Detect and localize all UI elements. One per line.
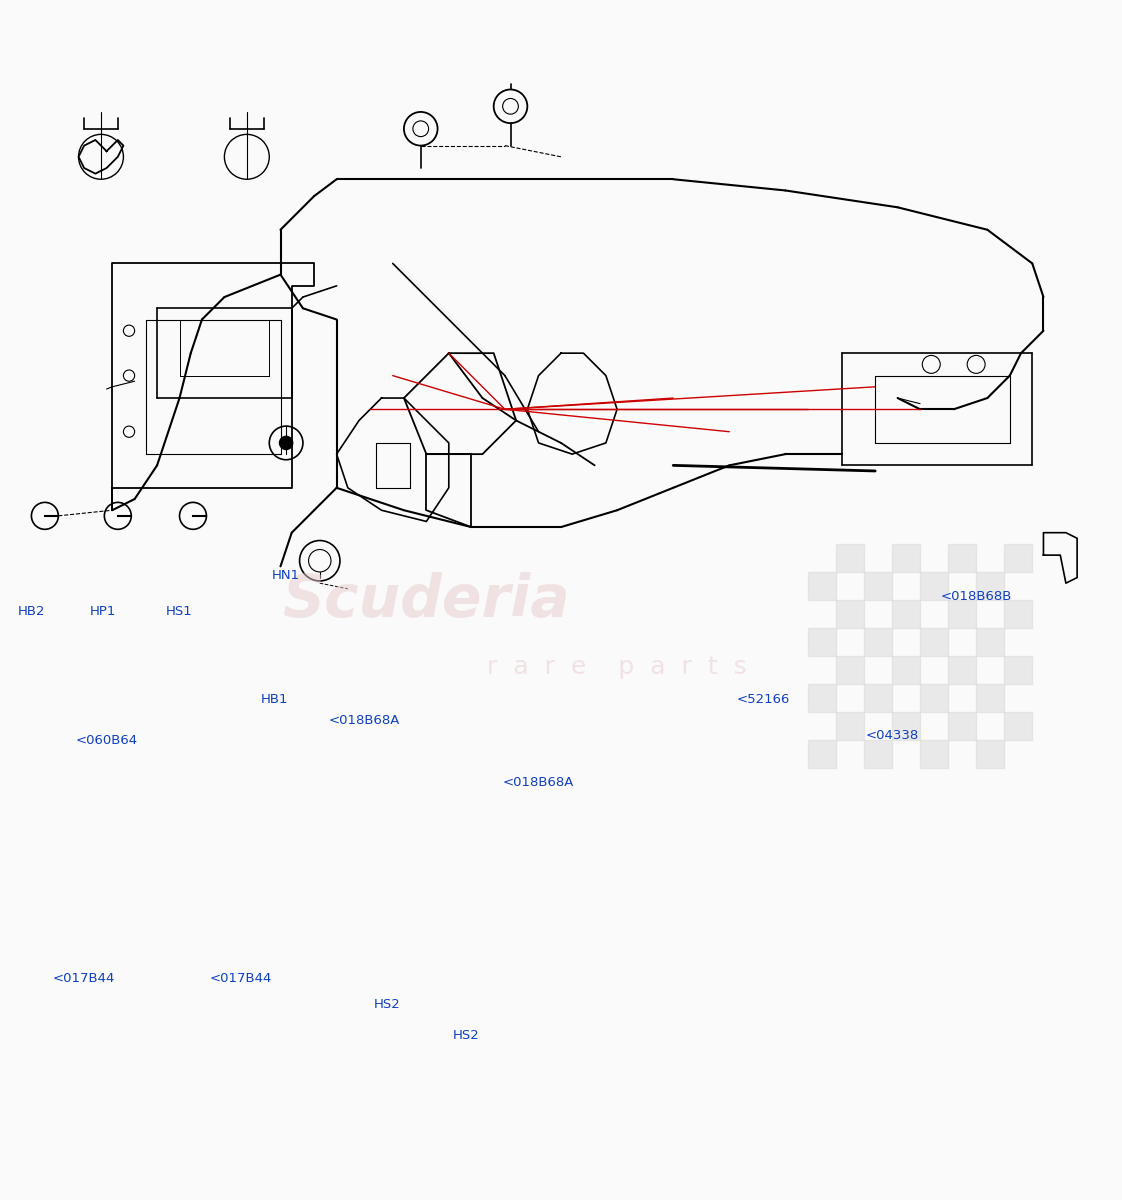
Text: r  a  r  e    p  a  r  t  s: r a r e p a r t s [487,655,747,679]
Bar [864,740,892,768]
Bar [976,628,1004,656]
Bar [892,656,920,684]
Bar [864,628,892,656]
Bar [836,544,864,572]
Bar [976,684,1004,712]
Bar [920,572,948,600]
Text: <52166: <52166 [736,694,790,706]
Bar [976,572,1004,600]
Bar [948,712,976,740]
Bar [808,740,836,768]
Text: <04338: <04338 [865,730,919,743]
Text: HS2: HS2 [452,1028,479,1042]
Circle shape [279,436,293,450]
Bar [836,712,864,740]
Bar [948,544,976,572]
Text: <060B64: <060B64 [75,734,138,748]
Text: <018B68A: <018B68A [329,714,401,727]
Bar [892,544,920,572]
Bar [1004,544,1032,572]
Bar [808,572,836,600]
Text: <017B44: <017B44 [210,972,273,985]
Bar [920,628,948,656]
Text: HN1: HN1 [272,569,301,582]
Bar [864,572,892,600]
Bar [808,628,836,656]
Text: HP1: HP1 [90,605,117,618]
Bar [920,684,948,712]
Bar [1004,600,1032,628]
Bar [920,740,948,768]
Bar [948,656,976,684]
Text: HB1: HB1 [261,694,288,706]
Bar [948,600,976,628]
Text: <018B68B: <018B68B [940,590,1012,602]
Bar [892,712,920,740]
Bar [836,600,864,628]
Bar [1004,712,1032,740]
Text: HS1: HS1 [166,605,193,618]
Bar [836,656,864,684]
Text: <018B68A: <018B68A [503,775,574,788]
Text: HB2: HB2 [18,605,45,618]
Bar [1004,656,1032,684]
Bar [892,600,920,628]
Text: Scuderia: Scuderia [283,571,570,629]
Bar [808,684,836,712]
Text: <017B44: <017B44 [53,972,116,985]
Text: HS2: HS2 [374,997,401,1010]
Bar [864,684,892,712]
Bar [976,740,1004,768]
